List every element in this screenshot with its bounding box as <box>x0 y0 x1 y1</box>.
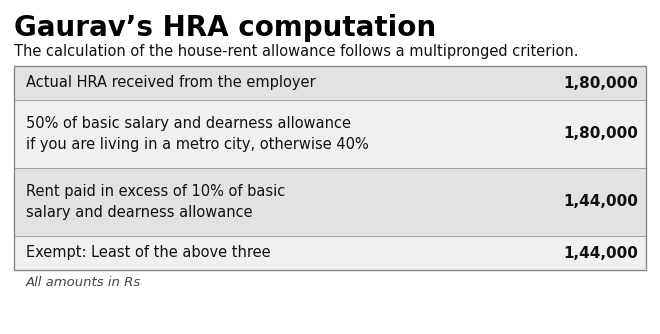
Text: 1,44,000: 1,44,000 <box>563 194 638 209</box>
Text: 1,44,000: 1,44,000 <box>563 245 638 261</box>
Bar <box>14 66 646 100</box>
Bar <box>14 168 646 236</box>
Bar <box>14 236 646 270</box>
Text: Exempt: Least of the above three: Exempt: Least of the above three <box>26 245 271 261</box>
Text: 1,80,000: 1,80,000 <box>563 75 638 91</box>
Text: Rent paid in excess of 10% of basic
salary and dearness allowance: Rent paid in excess of 10% of basic sala… <box>26 184 285 220</box>
Text: Actual HRA received from the employer: Actual HRA received from the employer <box>26 75 315 91</box>
Text: Gaurav’s HRA computation: Gaurav’s HRA computation <box>14 14 436 42</box>
Text: 50% of basic salary and dearness allowance
if you are living in a metro city, ot: 50% of basic salary and dearness allowan… <box>26 116 369 152</box>
Text: The calculation of the house-rent allowance follows a multipronged criterion.: The calculation of the house-rent allowa… <box>14 44 579 59</box>
Bar <box>14 66 646 270</box>
Text: 1,80,000: 1,80,000 <box>563 127 638 142</box>
Bar <box>14 100 646 168</box>
Text: All amounts in Rs: All amounts in Rs <box>26 276 141 289</box>
